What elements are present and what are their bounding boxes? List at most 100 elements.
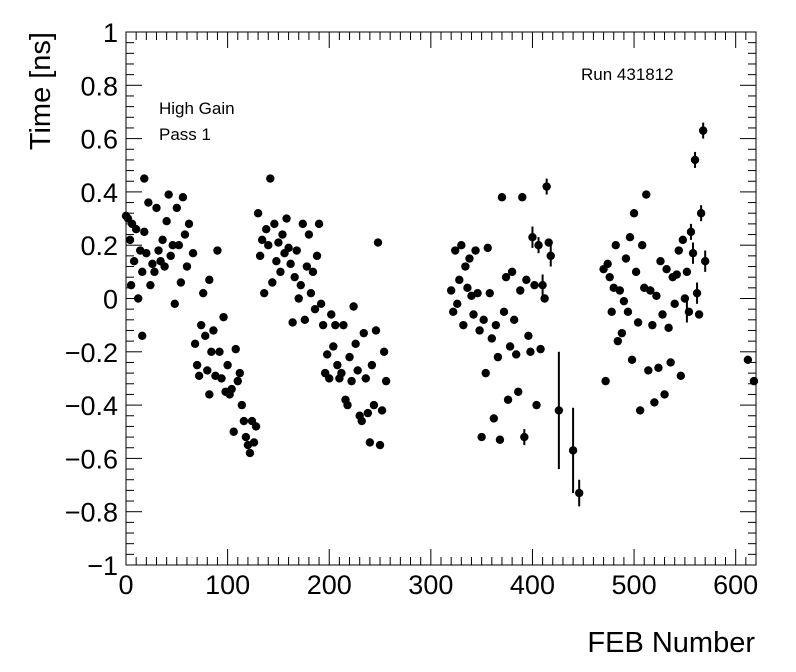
data-point: [542, 182, 551, 191]
data-point: [646, 286, 655, 295]
data-point: [209, 326, 218, 335]
data-point: [493, 352, 503, 362]
data-point: [353, 366, 362, 375]
data-point: [166, 251, 175, 261]
data-point: [231, 344, 240, 354]
data-point: [528, 233, 537, 242]
data-point: [255, 251, 265, 261]
y-tick-label: 0.6: [80, 125, 118, 155]
data-point: [373, 238, 383, 247]
data-point: [322, 350, 332, 359]
data-point: [144, 198, 153, 207]
data-point: [471, 246, 480, 255]
x-tick-label: 200: [307, 570, 352, 600]
data-point: [138, 267, 147, 277]
data-point: [652, 291, 661, 301]
data-point: [684, 307, 694, 317]
data-point: [125, 235, 135, 245]
data-point: [359, 328, 368, 338]
data-point: [196, 320, 206, 330]
data-point: [635, 406, 645, 415]
data-point: [133, 294, 143, 303]
data-point: [233, 376, 242, 386]
data-point: [188, 248, 198, 258]
data-point: [615, 286, 625, 295]
data-point: [483, 243, 492, 253]
data-point: [172, 203, 182, 213]
plot-frame: [125, 31, 757, 566]
data-point: [357, 416, 366, 426]
data-point: [268, 278, 277, 287]
y-tick-label: −0.6: [65, 444, 118, 474]
data-point: [302, 262, 312, 271]
data-point: [274, 238, 283, 247]
y-tick-label: −1: [87, 551, 118, 581]
y-tick-label: 0: [103, 285, 118, 315]
data-point: [526, 347, 535, 356]
data-point: [455, 275, 464, 285]
data-point: [664, 323, 673, 333]
data-point: [290, 272, 299, 282]
data-point: [304, 230, 314, 239]
y-tick-labels: −1 −0.8 −0.6 −0.4 −0.2 0 0.2 0.4 0.6 0.8 1: [65, 18, 118, 581]
data-point: [503, 395, 513, 404]
data-point: [692, 288, 702, 298]
data-point: [674, 246, 683, 255]
data-point: [465, 254, 474, 263]
data-point: [650, 398, 659, 407]
data-point: [642, 190, 651, 199]
data-point: [648, 320, 657, 330]
data-point: [174, 241, 184, 250]
data-point: [257, 235, 267, 245]
data-point: [343, 400, 352, 410]
data-point: [276, 267, 285, 277]
data-point: [329, 342, 338, 351]
data-point: [215, 347, 224, 356]
data-point: [306, 288, 316, 298]
data-point: [607, 307, 616, 317]
axis-ticks: [125, 31, 757, 566]
data-point: [613, 336, 623, 346]
data-point: [182, 262, 192, 271]
data-point: [249, 438, 259, 447]
data-point: [138, 331, 147, 341]
data-point: [158, 235, 167, 245]
data-point: [680, 294, 690, 303]
data-point: [485, 288, 494, 298]
data-point: [129, 256, 139, 266]
data-point: [670, 299, 679, 309]
data-point: [568, 446, 578, 455]
data-point: [333, 360, 342, 370]
data-point: [298, 219, 308, 229]
data-point: [296, 280, 305, 290]
data-point: [654, 363, 663, 372]
annotation-run: Run 431812: [581, 65, 674, 84]
data-point: [461, 262, 470, 271]
data-point: [546, 251, 555, 261]
data-point: [658, 310, 667, 319]
data-point: [294, 294, 303, 303]
data-point: [160, 262, 169, 271]
data-point: [347, 376, 356, 386]
data-point: [259, 288, 269, 298]
data-point: [239, 416, 249, 426]
data-point: [337, 368, 346, 378]
data-point: [475, 326, 484, 335]
data-point: [459, 320, 468, 330]
data-point: [676, 371, 686, 380]
data-point: [180, 230, 190, 239]
data-point: [379, 347, 389, 356]
data-point: [530, 280, 539, 290]
data-point: [481, 368, 490, 378]
data-point: [473, 288, 482, 298]
data-point: [700, 256, 710, 266]
data-point: [288, 318, 297, 327]
data-point: [300, 315, 310, 325]
x-tick-label: 500: [612, 570, 657, 600]
data-point: [308, 267, 318, 277]
data-point: [245, 448, 255, 458]
x-tick-label: 100: [205, 570, 250, 600]
data-point: [192, 360, 202, 370]
annotation-high-gain: High Gain: [159, 99, 235, 118]
data-point: [621, 254, 631, 263]
